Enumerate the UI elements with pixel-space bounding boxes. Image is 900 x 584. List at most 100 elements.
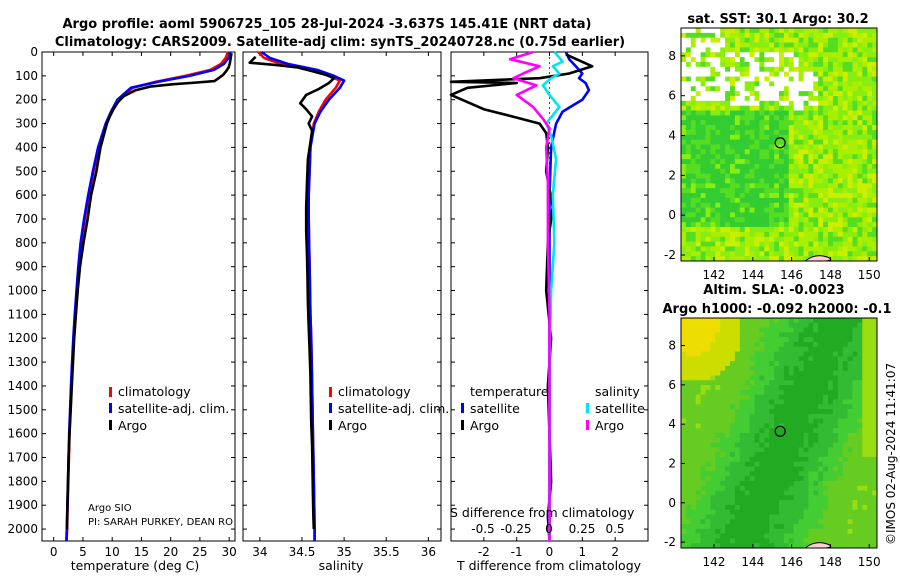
map-cell xyxy=(759,246,765,252)
map-cell xyxy=(759,385,765,391)
map-cell xyxy=(715,322,721,328)
map-cell xyxy=(700,327,706,333)
map-cell xyxy=(725,322,731,328)
map-cell xyxy=(681,490,687,496)
map-cell xyxy=(798,361,804,367)
map-cell xyxy=(847,452,853,458)
map-y-tick-label: 6 xyxy=(668,89,676,103)
map-cell xyxy=(759,236,765,242)
map-cell xyxy=(852,409,858,415)
map-cell xyxy=(700,57,706,63)
map-cell xyxy=(798,466,804,472)
map-cell xyxy=(823,125,829,131)
map-cell xyxy=(759,524,765,530)
map-cell xyxy=(685,337,692,343)
x-tick-label: 1 xyxy=(579,545,587,559)
map-cell xyxy=(779,188,785,194)
legend-t-satellite: satellite xyxy=(470,401,520,416)
map-cell xyxy=(872,86,878,92)
map-cell xyxy=(798,163,804,170)
map-cell xyxy=(715,509,721,515)
map-cell xyxy=(828,207,834,213)
map-cell xyxy=(808,423,814,429)
map-cell xyxy=(744,256,750,262)
map-cell xyxy=(793,480,799,487)
map-cell xyxy=(798,168,804,175)
map-cell xyxy=(754,322,760,328)
map-cell xyxy=(842,543,848,549)
map-cell xyxy=(842,154,848,160)
map-cell xyxy=(813,480,819,487)
map-cell xyxy=(862,519,868,525)
map-cell xyxy=(798,207,804,213)
map-cell xyxy=(695,159,701,165)
map-cell xyxy=(754,144,760,150)
map-cell xyxy=(788,42,795,48)
map-cell xyxy=(832,318,839,324)
map-cell xyxy=(681,461,687,467)
map-cell xyxy=(764,178,770,184)
map-cell xyxy=(720,105,726,111)
map-cell xyxy=(793,251,799,257)
map-cell xyxy=(867,71,873,77)
map-cell xyxy=(720,466,726,472)
map-cell xyxy=(710,42,716,48)
map-cell xyxy=(788,500,795,506)
map-x-tick-label: 146 xyxy=(780,555,803,569)
map-cell xyxy=(867,120,873,126)
map-cell xyxy=(842,423,848,429)
map-cell xyxy=(842,490,848,496)
map-cell xyxy=(705,385,711,391)
map-cell xyxy=(803,28,809,34)
map-cell xyxy=(832,380,839,386)
map-cell xyxy=(842,356,848,362)
map-cell xyxy=(823,365,829,372)
map-cell xyxy=(695,134,701,141)
map-cell xyxy=(720,57,726,63)
map-cell xyxy=(739,365,746,372)
map-cell xyxy=(734,183,741,189)
map-cell xyxy=(700,91,706,97)
map-cell xyxy=(793,404,799,410)
map-cell xyxy=(725,337,731,343)
map-cell xyxy=(690,52,697,58)
map-cell xyxy=(837,461,844,467)
map-cell xyxy=(798,528,804,535)
map-cell xyxy=(872,519,878,525)
map-cell xyxy=(857,120,863,126)
map-cell xyxy=(823,351,829,357)
map-cell xyxy=(700,394,706,400)
map-y-tick-label: 0 xyxy=(668,496,676,510)
map-cell xyxy=(862,28,868,34)
map-cell xyxy=(823,380,829,386)
map-cell xyxy=(705,409,711,415)
map-cell xyxy=(842,134,848,141)
map-cell xyxy=(798,154,804,160)
map-cell xyxy=(847,154,853,160)
map-cell xyxy=(730,476,736,482)
map-cell xyxy=(842,256,848,262)
map-cell xyxy=(793,227,799,233)
map-cell xyxy=(842,91,848,97)
map-cell xyxy=(681,37,687,43)
map-cell xyxy=(808,222,814,228)
map-cell xyxy=(793,129,799,136)
map-cell xyxy=(720,42,726,48)
map-cell xyxy=(842,471,848,477)
map-cell xyxy=(832,42,839,48)
map-cell xyxy=(832,241,839,247)
map-cell xyxy=(715,447,721,453)
map-cell xyxy=(685,433,692,439)
map-cell xyxy=(788,495,795,501)
map-cell xyxy=(872,452,878,458)
map-cell xyxy=(847,32,853,39)
map-cell xyxy=(715,125,721,131)
map-cell xyxy=(837,227,844,233)
map-cell xyxy=(720,318,726,324)
map-cell xyxy=(847,168,853,175)
map-cell xyxy=(730,442,736,448)
map-cell xyxy=(837,120,844,126)
map-cell xyxy=(705,183,711,189)
map-cell xyxy=(744,231,750,238)
